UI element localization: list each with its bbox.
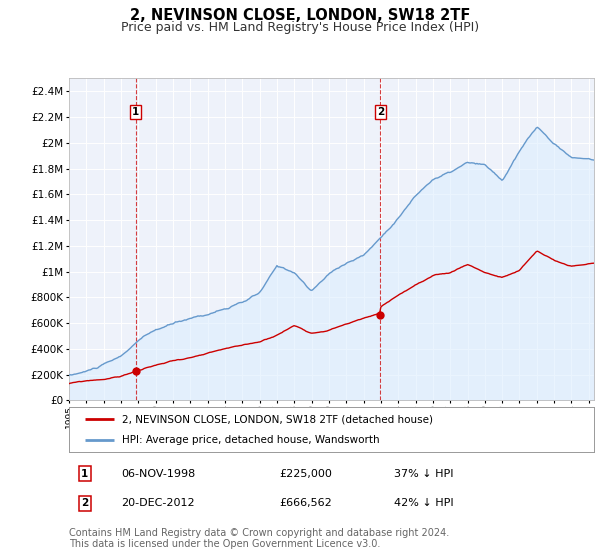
Text: Price paid vs. HM Land Registry's House Price Index (HPI): Price paid vs. HM Land Registry's House … [121,21,479,34]
Text: HPI: Average price, detached house, Wandsworth: HPI: Average price, detached house, Wand… [121,435,379,445]
Text: 42% ↓ HPI: 42% ↓ HPI [395,498,454,508]
Text: Contains HM Land Registry data © Crown copyright and database right 2024.
This d: Contains HM Land Registry data © Crown c… [69,528,449,549]
Text: 2: 2 [377,107,384,117]
Text: £666,562: £666,562 [279,498,332,508]
Text: 37% ↓ HPI: 37% ↓ HPI [395,469,454,479]
Text: 20-DEC-2012: 20-DEC-2012 [121,498,195,508]
Text: £225,000: £225,000 [279,469,332,479]
Text: 2, NEVINSON CLOSE, LONDON, SW18 2TF: 2, NEVINSON CLOSE, LONDON, SW18 2TF [130,8,470,24]
Text: 1: 1 [81,469,88,479]
Text: 2: 2 [81,498,88,508]
Text: 2, NEVINSON CLOSE, LONDON, SW18 2TF (detached house): 2, NEVINSON CLOSE, LONDON, SW18 2TF (det… [121,414,433,424]
Text: 1: 1 [132,107,139,117]
Text: 06-NOV-1998: 06-NOV-1998 [121,469,196,479]
